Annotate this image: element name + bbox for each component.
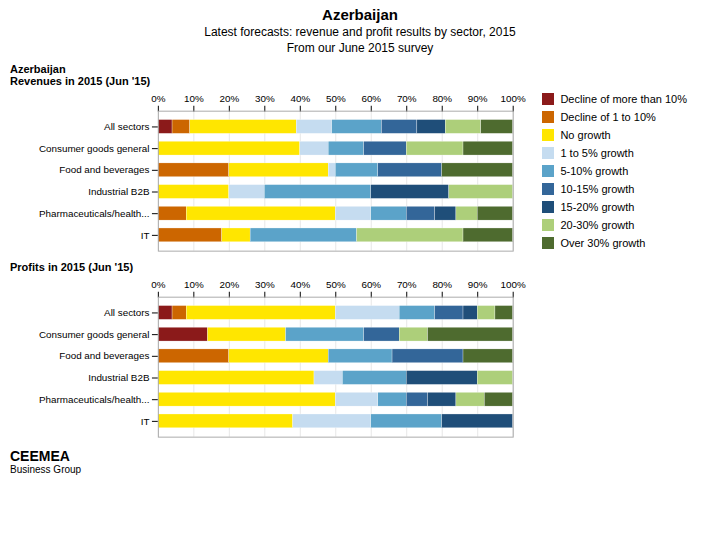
html-text:Decline of more than 10%: Decline of more than 10% [560,93,687,105]
svg-text:10%: 10% [184,279,204,290]
svg-text:30%: 30% [255,279,275,290]
svg-text:40%: 40% [290,279,310,290]
svg-text:IT: IT [141,230,150,241]
svg-text:10%: 10% [184,93,204,104]
html-text:1 to 5% growth: 1 to 5% growth [560,147,634,159]
svg-text:100%: 100% [501,279,526,290]
svg-text:50%: 50% [326,279,346,290]
html-text:10-15% growth: 10-15% growth [560,183,635,195]
html-text:15-20% growth: 15-20% growth [560,201,635,213]
svg-text:All sectors: All sectors [104,121,149,132]
svg-text:70%: 70% [397,279,417,290]
svg-text:80%: 80% [432,93,452,104]
svg-text:Consumer goods general: Consumer goods general [39,143,150,154]
html-text:Latest forecasts: revenue and: Latest forecasts: revenue and profit res… [204,25,516,39]
svg-text:Food and beverages: Food and beverages [59,350,149,361]
svg-text:100%: 100% [501,93,526,104]
svg-text:Industrial B2B: Industrial B2B [88,186,150,197]
svg-text:All sectors: All sectors [104,307,149,318]
html-text:Azerbaijan: Azerbaijan [322,6,398,23]
svg-text:Pharmaceuticals/health...: Pharmaceuticals/health... [39,393,150,404]
html-text:5-10% growth: 5-10% growth [560,165,629,177]
html-text:20-30% growth: 20-30% growth [560,219,635,231]
svg-text:0%: 0% [151,93,165,104]
svg-text:Consumer goods general: Consumer goods general [39,328,150,339]
html-text:Business Group: Business Group [10,464,82,476]
svg-text:60%: 60% [361,279,381,290]
html-text:No growth: No growth [560,129,611,141]
html-text:Revenues in 2015 (Jun '15): Revenues in 2015 (Jun '15) [10,75,151,87]
svg-text:30%: 30% [255,93,275,104]
svg-text:90%: 90% [468,279,488,290]
svg-text:80%: 80% [432,279,452,290]
svg-text:Food and beverages: Food and beverages [59,164,149,175]
html-text:Decline of 1 to 10%: Decline of 1 to 10% [560,111,656,123]
svg-text:Industrial B2B: Industrial B2B [88,372,150,383]
html-text:Over 30% growth: Over 30% growth [560,237,646,249]
html-text:Azerbaijan: Azerbaijan [10,63,66,75]
svg-text:Pharmaceuticals/health...: Pharmaceuticals/health... [39,208,150,219]
svg-text:IT: IT [141,415,150,426]
svg-text:60%: 60% [361,93,381,104]
svg-text:70%: 70% [397,93,417,104]
html-text:Profits in 2015 (Jun '15): Profits in 2015 (Jun '15) [10,260,133,273]
svg-text:50%: 50% [326,93,346,104]
html-text:From our June 2015 survey: From our June 2015 survey [286,41,434,55]
svg-text:0%: 0% [151,279,165,290]
svg-text:40%: 40% [290,93,310,104]
html-text:CEE MEA: CEE MEA [10,448,70,465]
svg-text:20%: 20% [219,93,239,104]
svg-text:20%: 20% [219,279,239,290]
svg-text:90%: 90% [468,93,488,104]
